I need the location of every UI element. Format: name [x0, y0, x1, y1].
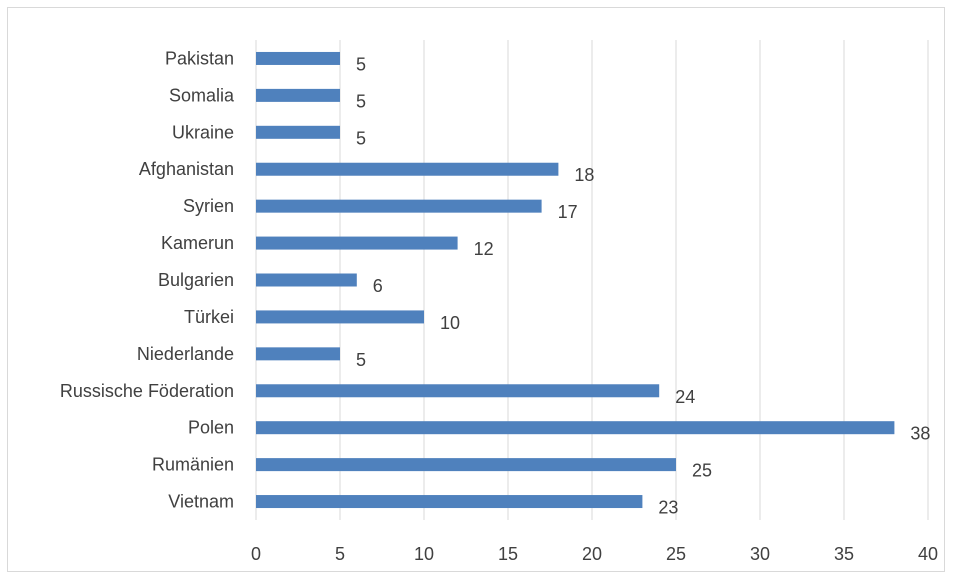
- bar: [256, 88, 340, 102]
- bar: [256, 125, 340, 139]
- data-label: 23: [658, 498, 678, 518]
- category-label: Somalia: [169, 85, 235, 105]
- data-label: 17: [558, 202, 578, 222]
- x-tick-label: 0: [251, 544, 261, 564]
- category-label: Ukraine: [172, 122, 234, 142]
- category-label: Kamerun: [161, 233, 234, 253]
- data-label: 6: [373, 276, 383, 296]
- x-tick-label: 35: [834, 544, 854, 564]
- grid-lines: [255, 40, 929, 520]
- data-label: 10: [440, 313, 460, 333]
- x-tick-label: 10: [414, 544, 434, 564]
- chart-frame: [7, 7, 945, 572]
- data-label: 5: [356, 91, 366, 111]
- category-label: Vietnam: [168, 492, 234, 512]
- category-label: Pakistan: [165, 48, 234, 68]
- data-label: 5: [356, 54, 366, 74]
- x-tick-label: 15: [498, 544, 518, 564]
- bar: [256, 51, 340, 65]
- data-label: 25: [692, 461, 712, 481]
- category-label: Afghanistan: [139, 159, 234, 179]
- x-tick-label: 20: [582, 544, 602, 564]
- data-label: 12: [474, 239, 494, 259]
- x-tick-label: 40: [918, 544, 938, 564]
- bar: [256, 236, 458, 250]
- x-tick-label: 30: [750, 544, 770, 564]
- data-label: 24: [675, 387, 695, 407]
- bars: [256, 51, 895, 509]
- data-label: 18: [574, 165, 594, 185]
- data-label: 5: [356, 350, 366, 370]
- bar: [256, 495, 643, 509]
- category-label: Syrien: [183, 196, 234, 216]
- bar: [256, 162, 559, 176]
- bar: [256, 458, 676, 472]
- bar: [256, 384, 660, 398]
- category-label: Rumänien: [152, 455, 234, 475]
- labels: 0 5 10 15 20 25 30 35 40 Pakistan 5 Somalia 5 Ukraine…: [60, 48, 938, 564]
- category-label: Polen: [188, 418, 234, 438]
- category-label: Niederlande: [137, 344, 234, 364]
- x-tick-label: 5: [335, 544, 345, 564]
- category-label: Bulgarien: [158, 270, 234, 290]
- bar: [256, 421, 895, 435]
- bar: [256, 199, 542, 213]
- data-label: 38: [910, 424, 930, 444]
- category-label: Russische Föderation: [60, 381, 234, 401]
- x-tick-label: 25: [666, 544, 686, 564]
- data-label: 5: [356, 128, 366, 148]
- category-label: Türkei: [184, 307, 234, 327]
- bar: [256, 347, 340, 361]
- bar: [256, 273, 357, 287]
- bar: [256, 310, 424, 324]
